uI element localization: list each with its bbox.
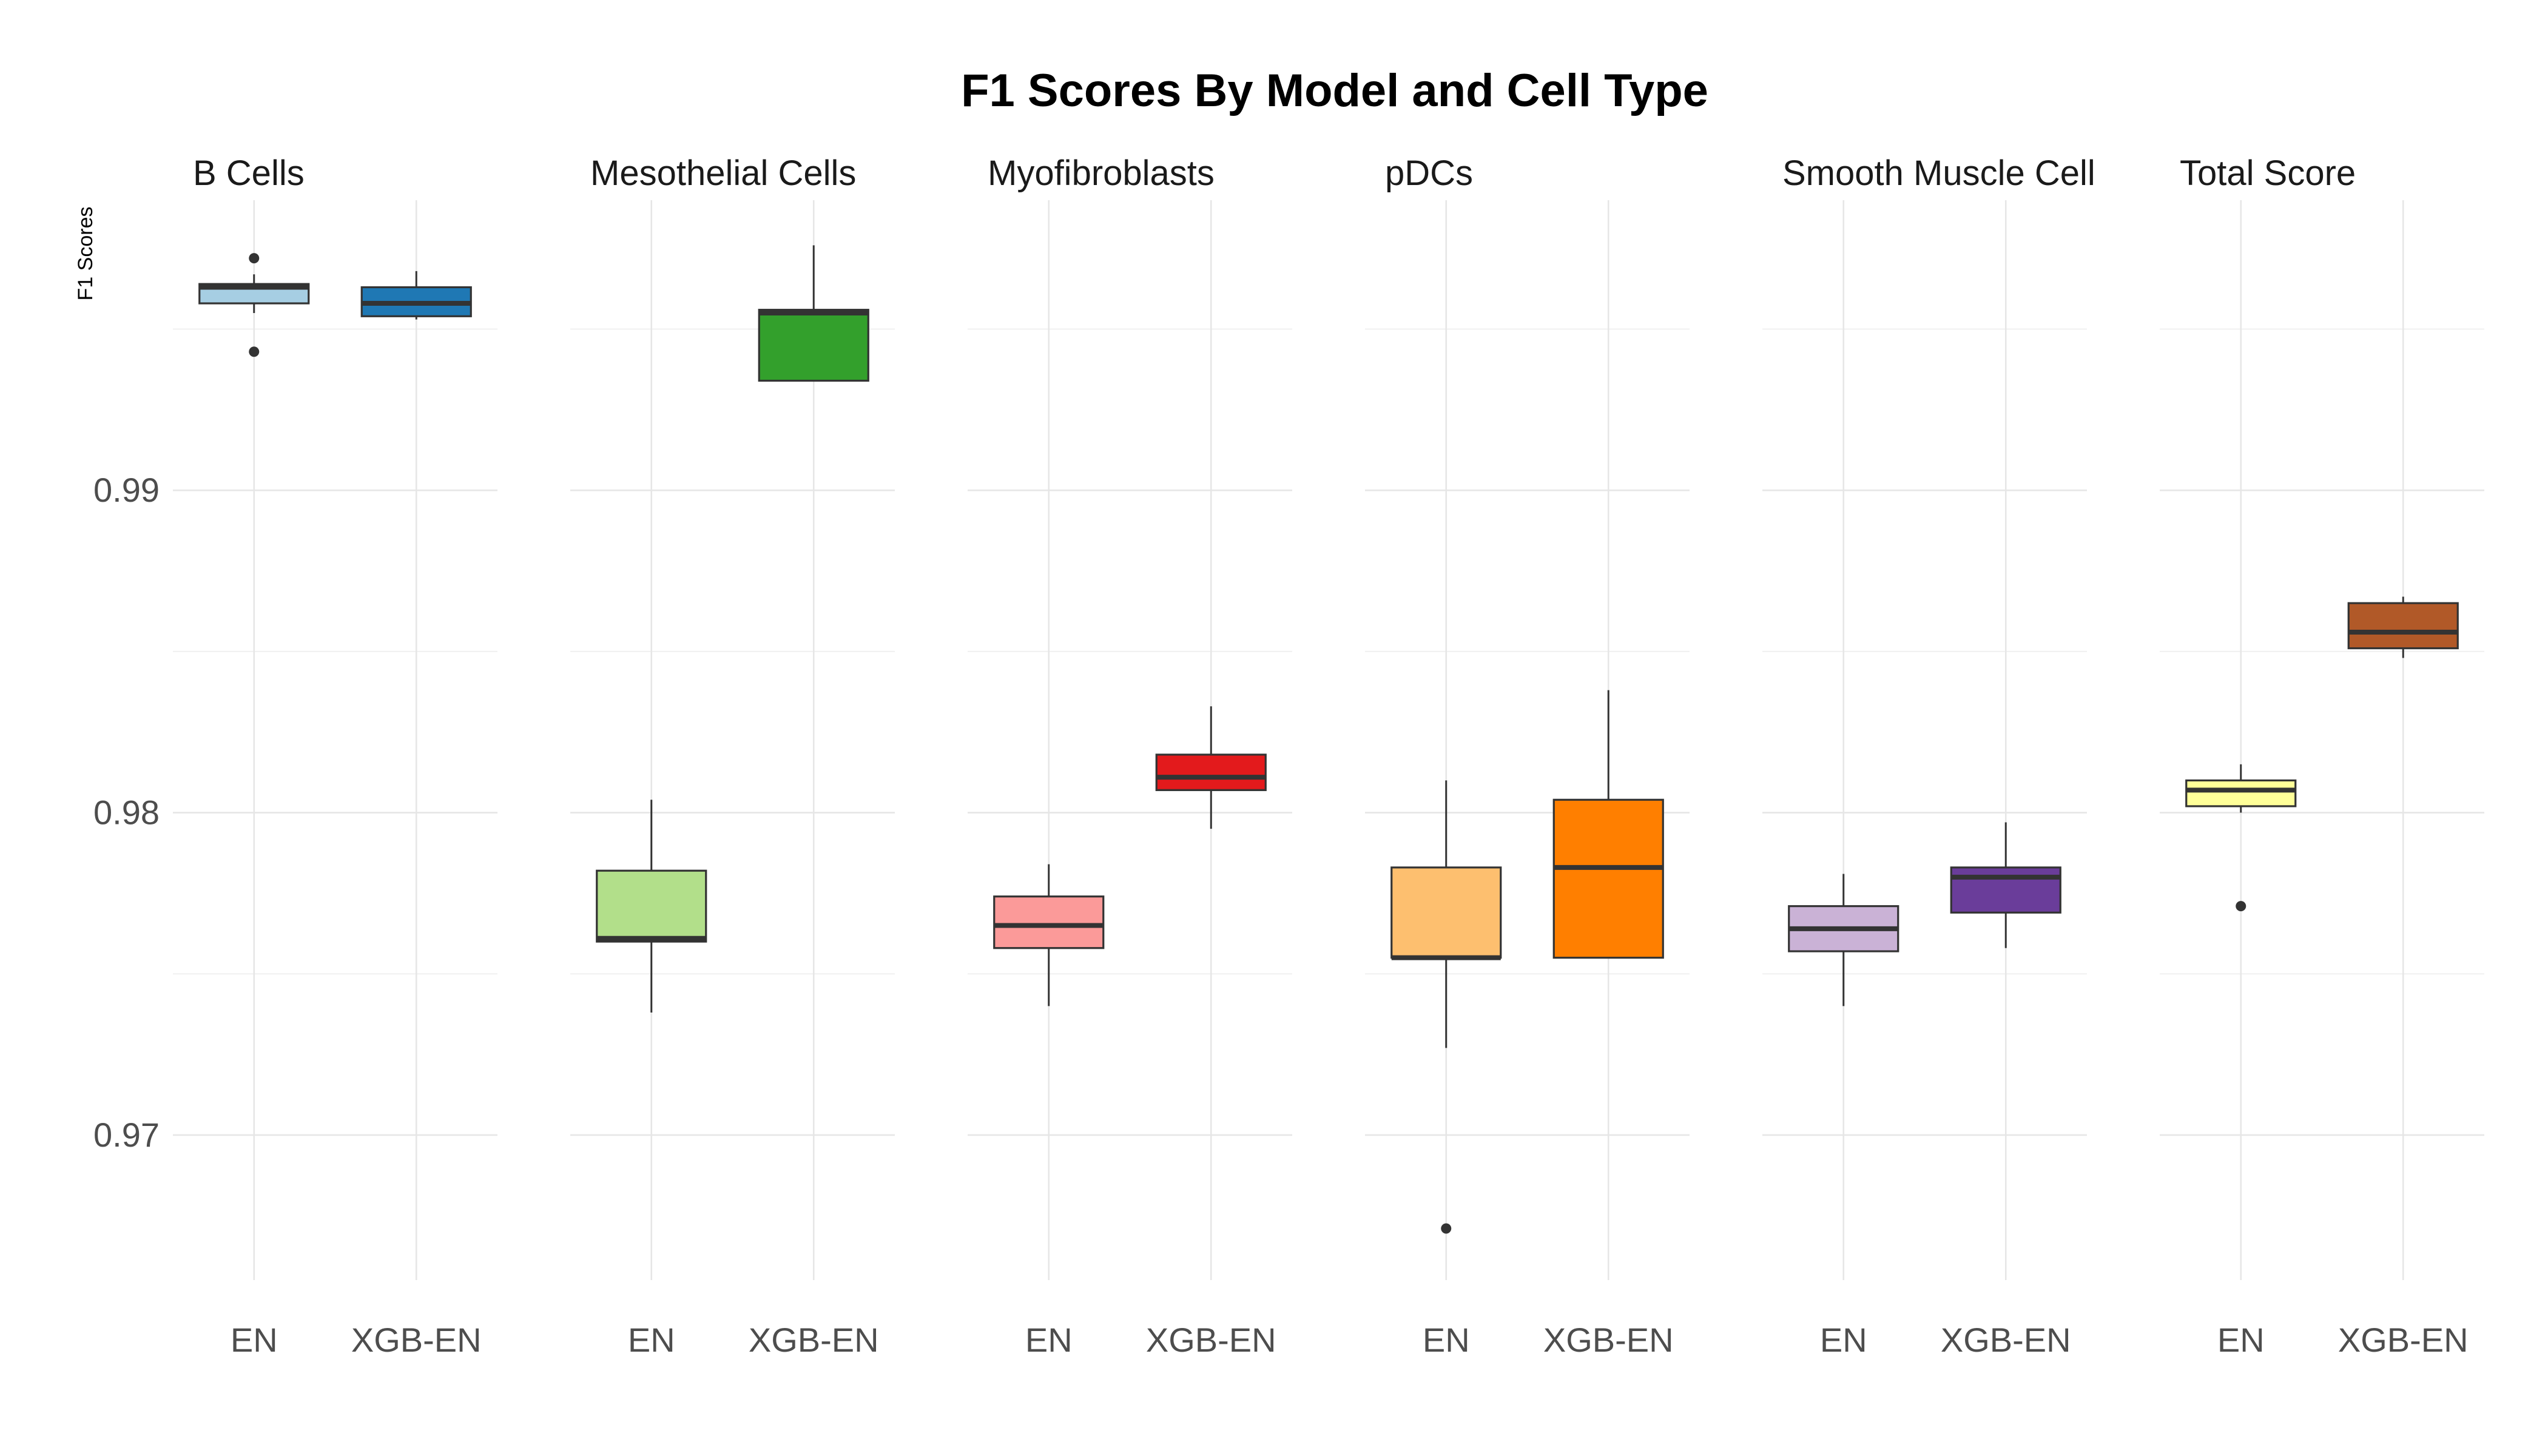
x-tick-label: XGB-EN [1146, 1321, 1276, 1359]
box-plot-en [596, 800, 707, 1013]
x-tick-label: XGB-EN [351, 1321, 482, 1359]
facet-panel: Total Score EN XGB-EN [2160, 153, 2484, 1359]
facet-label: B Cells [193, 153, 305, 193]
x-tick-label: XGB-EN [2338, 1321, 2469, 1359]
box-iqr [993, 895, 1105, 949]
box-iqr [758, 309, 869, 382]
x-tick-label: EN [1820, 1321, 1867, 1359]
facet-panel: Myofibroblasts EN XGB-EN [968, 153, 1292, 1359]
facet-panel: pDCs EN XGB-EN [1365, 153, 1690, 1359]
x-tick-label: EN [628, 1321, 675, 1359]
facet-label: pDCs [1385, 153, 1473, 193]
box-iqr [1552, 798, 1664, 959]
facet-panel: B Cells EN XGB-EN [173, 153, 497, 1359]
box-plot-xgb-en [2347, 596, 2459, 658]
outlier-point [1441, 1223, 1452, 1234]
chart-title: F1 Scores By Model and Cell Type [961, 65, 1708, 116]
box-iqr [1950, 866, 2061, 914]
box-iqr [596, 869, 707, 943]
y-tick-label: 0.98 [93, 794, 160, 832]
box-plot-xgb-en [360, 271, 472, 320]
y-tick-label: 0.97 [93, 1116, 160, 1154]
facet-label: Mesothelial Cells [590, 153, 856, 193]
box-plot-en [2185, 764, 2297, 912]
facet-label: Smooth Muscle Cell [1782, 153, 2095, 193]
box-iqr [1155, 753, 1267, 791]
box-iqr [2347, 602, 2459, 650]
x-tick-label: EN [2217, 1321, 2265, 1359]
box-plot-en [993, 864, 1105, 1006]
outlier-point [2236, 901, 2246, 912]
x-tick-label: XGB-EN [749, 1321, 879, 1359]
x-tick-label: EN [1423, 1321, 1470, 1359]
facet-panel: Mesothelial Cells EN XGB-EN [570, 153, 895, 1359]
y-tick-label: 0.99 [93, 471, 160, 509]
outlier-point [249, 253, 260, 264]
box-plot-xgb-en [758, 245, 869, 382]
x-tick-label: XGB-EN [1543, 1321, 1674, 1359]
box-plot-en [198, 253, 310, 357]
outlier-point [249, 346, 260, 357]
box-iqr [2185, 779, 2297, 807]
facet-label: Total Score [2180, 153, 2356, 193]
y-axis-label: F1 Scores [74, 207, 97, 301]
box-plot-xgb-en [1950, 822, 2061, 948]
box-plot-en [1788, 874, 1899, 1006]
x-tick-label: XGB-EN [1941, 1321, 2071, 1359]
box-plot-xgb-en [1155, 706, 1267, 829]
box-plot-en [1390, 780, 1502, 1234]
x-tick-label: EN [1025, 1321, 1073, 1359]
box-plot-xgb-en [1552, 690, 1664, 959]
facet-panel: Smooth Muscle Cell EN XGB-EN [1762, 153, 2095, 1359]
x-tick-label: EN [231, 1321, 278, 1359]
box-iqr [1390, 866, 1502, 959]
facet-label: Myofibroblasts [988, 153, 1215, 193]
